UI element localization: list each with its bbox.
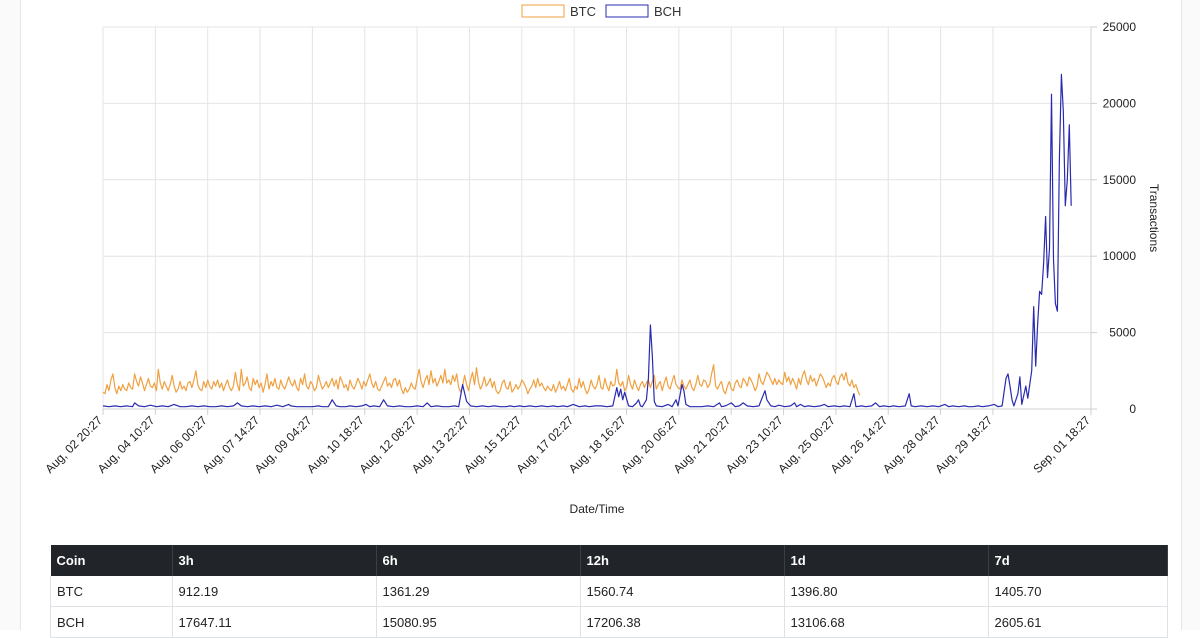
column-header-6h: 6h [376,545,581,576]
y-axis-ticks: 0 5000 10000 15000 20000 25000 [1091,20,1136,416]
cell-7d: 1405.70 [988,576,1168,607]
x-tick-label: Sep, 01 18:27 [1030,413,1093,476]
cell-coin: BCH [50,606,173,638]
y-tick-label: 0 [1129,402,1136,416]
cell-3h: 17647.11 [172,606,377,638]
column-header-12h: 12h [580,545,785,576]
cell-6h: 1361.29 [376,576,581,607]
chart-legend[interactable]: BTC BCH [521,4,681,19]
content-card [20,0,1182,630]
cell-1d: 13106.68 [784,606,989,638]
transactions-averages-table: Coin 3h 6h 12h 1d 7d BTC 912.19 1361.29 … [50,545,1168,638]
column-header-coin: Coin [50,545,173,576]
cell-7d: 2605.61 [988,606,1168,638]
cell-3h: 912.19 [172,576,377,607]
cell-6h: 15080.95 [376,606,581,638]
chart-lines [102,73,1072,408]
table-row: BCH 17647.11 15080.95 17206.38 13106.68 … [50,606,1168,638]
x-axis-title: Date/Time [570,502,625,516]
y-tick-label: 10000 [1103,249,1137,263]
y-tick-label: 15000 [1103,173,1137,187]
column-header-1d: 1d [784,545,989,576]
legend-label-bch[interactable]: BCH [654,4,681,19]
column-header-3h: 3h [172,545,377,576]
table-header-row: Coin 3h 6h 12h 1d 7d [50,545,1168,576]
y-axis-title: Transactions [1147,184,1161,252]
cell-1d: 1396.80 [784,576,989,607]
cell-12h: 1560.74 [580,576,785,607]
table-row: BTC 912.19 1361.29 1560.74 1396.80 1405.… [50,576,1168,607]
y-tick-label: 25000 [1103,20,1137,34]
column-header-7d: 7d [988,545,1168,576]
legend-swatch-bch[interactable] [605,4,649,18]
legend-swatch-btc[interactable] [521,4,565,18]
chart-grid [102,26,1092,410]
cell-coin: BTC [50,576,173,607]
transactions-line-chart: 0 5000 10000 15000 20000 25000 Aug, 02 20:27A… [42,4,1161,516]
series-line-btc [102,364,861,396]
series-line-bch [102,73,1072,408]
y-tick-label: 5000 [1109,326,1136,340]
cell-12h: 17206.38 [580,606,785,638]
legend-label-btc[interactable]: BTC [570,4,596,19]
y-tick-label: 20000 [1103,96,1137,110]
